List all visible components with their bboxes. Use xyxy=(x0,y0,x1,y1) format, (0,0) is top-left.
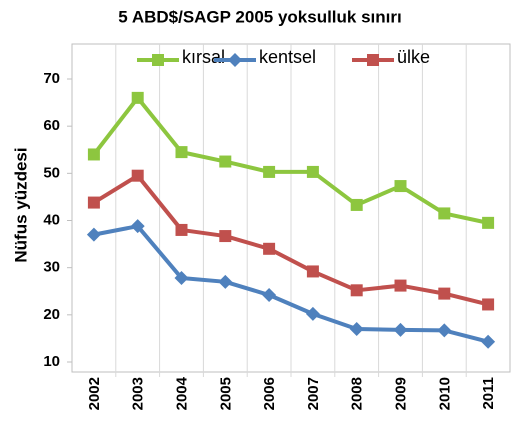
x-tick-label: 2005 xyxy=(217,377,234,410)
marker xyxy=(219,230,232,243)
marker xyxy=(305,306,320,321)
marker xyxy=(152,54,164,66)
marker xyxy=(306,265,319,278)
y-tick-label: 10 xyxy=(43,353,60,370)
y-tick-label: 50 xyxy=(43,164,60,181)
marker xyxy=(437,323,452,338)
marker xyxy=(87,148,100,161)
legend-label: kentsel xyxy=(259,47,316,67)
marker xyxy=(175,146,188,159)
marker xyxy=(350,198,363,211)
x-tick-label: 2011 xyxy=(480,377,497,410)
marker xyxy=(263,165,276,178)
y-axis-label: Nüfus yüzdesi xyxy=(11,147,30,262)
marker xyxy=(174,271,189,286)
series-line xyxy=(92,173,489,307)
legend-label: kırsal xyxy=(182,47,225,67)
x-tick-label: 2004 xyxy=(173,376,190,410)
marker xyxy=(87,196,100,209)
x-tick-label: 2009 xyxy=(392,377,409,410)
marker xyxy=(349,321,364,336)
marker xyxy=(218,274,233,289)
marker xyxy=(130,219,145,234)
marker xyxy=(481,334,496,349)
x-tick-label: 2006 xyxy=(261,377,278,410)
marker xyxy=(350,284,363,297)
y-tick-label: 30 xyxy=(43,259,60,276)
marker xyxy=(228,53,242,67)
y-tick-label: 40 xyxy=(43,211,60,228)
x-tick-label: 2008 xyxy=(349,377,366,410)
legend-label: ülke xyxy=(397,47,430,67)
y-tick-label: 20 xyxy=(43,306,60,323)
marker xyxy=(438,287,451,300)
marker xyxy=(367,54,379,66)
marker xyxy=(86,227,101,242)
x-tick-label: 2002 xyxy=(86,377,103,410)
marker xyxy=(438,207,451,220)
x-tick-label: 2010 xyxy=(436,377,453,410)
marker xyxy=(393,322,408,337)
marker xyxy=(394,279,407,292)
marker xyxy=(219,155,232,168)
series-line xyxy=(93,224,489,344)
marker xyxy=(263,242,276,255)
marker xyxy=(482,298,495,311)
marker xyxy=(262,288,277,303)
series-line xyxy=(92,95,489,225)
x-tick-label: 2003 xyxy=(130,377,147,410)
marker xyxy=(394,180,407,193)
y-tick-label: 60 xyxy=(43,117,60,134)
marker xyxy=(482,216,495,229)
marker xyxy=(131,169,144,182)
chart-title: 5 ABD$/SAGP 2005 yoksulluk sınırı xyxy=(118,7,401,26)
marker xyxy=(131,91,144,104)
marker xyxy=(175,223,188,236)
marker xyxy=(306,165,319,178)
x-tick-label: 2007 xyxy=(305,377,322,410)
y-tick-label: 70 xyxy=(43,70,60,87)
